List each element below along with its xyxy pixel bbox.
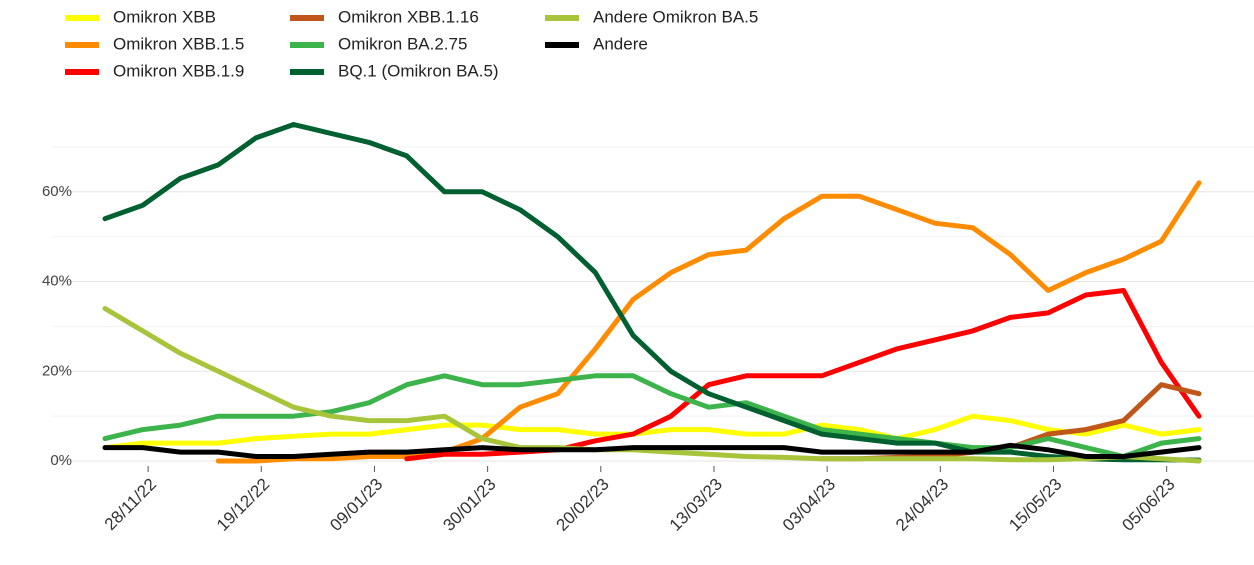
legend-label: Omikron BA.2.75 [338,34,467,53]
legend-label: Omikron XBB.1.16 [338,7,479,26]
legend-label: Andere [593,34,648,53]
x-tick-label: 24/04/23 [892,475,952,535]
x-tick-label: 03/04/23 [779,475,839,535]
x-tick-label: 13/03/23 [666,475,726,535]
y-tick-label: 60% [42,183,72,200]
series-line [102,122,1202,463]
x-tick-label: 15/05/23 [1005,475,1065,535]
legend-label: Omikron XBB.1.9 [113,61,244,80]
x-tick-label: 05/06/23 [1118,475,1178,535]
legend-label: Omikron XBB [113,7,216,26]
x-tick-label: 20/02/23 [553,475,613,535]
x-tick-label: 28/11/22 [101,475,160,534]
legend-label: Andere Omikron BA.5 [593,7,758,26]
series-line [102,413,1202,451]
x-tick-label: 19/12/22 [213,475,273,535]
y-tick-label: 0% [50,452,72,469]
series-line [215,180,1202,464]
y-tick-label: 40% [42,273,72,290]
series-line [102,306,1202,464]
legend-label: Omikron XBB.1.5 [113,34,244,53]
y-tick-label: 20% [42,362,72,379]
series-line [102,442,1202,459]
legend-label: BQ.1 (Omikron BA.5) [338,61,499,80]
x-tick-label: 09/01/23 [326,475,386,535]
x-tick-label: 30/01/23 [439,475,499,535]
